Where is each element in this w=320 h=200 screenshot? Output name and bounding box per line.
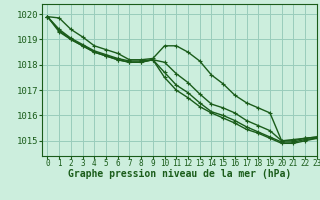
X-axis label: Graphe pression niveau de la mer (hPa): Graphe pression niveau de la mer (hPa) bbox=[68, 169, 291, 179]
